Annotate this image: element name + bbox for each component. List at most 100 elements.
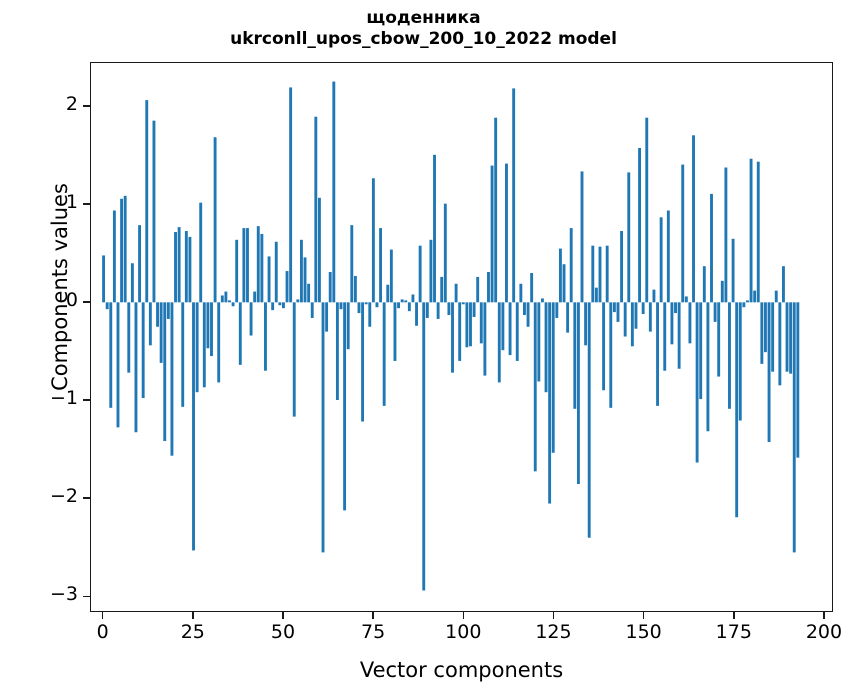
bar <box>105 302 109 310</box>
bar <box>540 298 544 303</box>
chart-title-line1: щоденника <box>366 8 481 28</box>
bar <box>389 249 393 303</box>
x-tick-mark <box>823 612 825 619</box>
bar <box>213 137 217 303</box>
bar <box>594 287 598 303</box>
bar <box>476 276 480 303</box>
bar <box>706 302 710 432</box>
bar <box>717 302 721 377</box>
bar <box>292 302 296 417</box>
y-axis-label: Components values <box>48 183 72 391</box>
bar <box>767 302 771 443</box>
plot-axes <box>90 62 833 612</box>
y-tick-label: 0 <box>65 289 78 312</box>
bar <box>156 302 159 327</box>
bar <box>386 284 390 303</box>
bar <box>148 302 152 346</box>
bar <box>202 302 206 388</box>
x-tick-label: 25 <box>180 621 205 643</box>
bar <box>138 225 142 303</box>
bar <box>278 302 282 306</box>
bar <box>170 302 174 456</box>
x-axis-label: Vector components <box>359 658 564 682</box>
bar <box>188 236 192 303</box>
x-tick-label: 100 <box>445 621 482 643</box>
bar <box>749 158 753 303</box>
y-tick-mark <box>83 301 90 303</box>
bar-series <box>102 81 800 591</box>
bar <box>490 165 494 303</box>
chart-title: щоденника ukrconll_upos_cbow_200_10_2022… <box>0 8 847 50</box>
bar <box>181 302 185 407</box>
bar <box>533 302 537 472</box>
bar <box>141 302 145 399</box>
bar <box>192 302 195 551</box>
bar <box>116 302 120 428</box>
bar <box>346 302 350 350</box>
bar <box>469 302 472 347</box>
bar <box>789 302 793 374</box>
bar <box>598 246 602 303</box>
bar <box>465 302 469 348</box>
bar <box>573 302 577 409</box>
y-tick-mark <box>83 203 90 205</box>
bar <box>256 226 260 303</box>
bar <box>210 302 213 357</box>
bar <box>224 291 228 303</box>
x-tick-label: 75 <box>361 621 386 643</box>
bar <box>350 225 354 303</box>
bar <box>177 227 181 303</box>
bar <box>357 302 361 314</box>
bar <box>785 302 789 372</box>
bar <box>184 231 188 303</box>
bar <box>458 302 462 361</box>
bar <box>112 210 116 303</box>
bar <box>163 302 167 442</box>
bar <box>659 217 663 303</box>
bar <box>648 302 652 332</box>
bar <box>195 302 199 393</box>
bar <box>699 302 703 400</box>
bar <box>440 276 444 303</box>
y-tick-mark <box>83 399 90 402</box>
bar <box>307 283 311 303</box>
x-tick-label: 200 <box>805 621 843 643</box>
bar <box>120 198 124 303</box>
bar <box>166 302 170 319</box>
x-tick-mark <box>191 612 194 619</box>
bar <box>710 193 713 303</box>
bar <box>666 210 670 303</box>
bar <box>688 302 692 344</box>
bar <box>152 120 156 303</box>
x-tick-label: 125 <box>535 621 572 643</box>
bar <box>735 302 739 518</box>
bar <box>548 302 552 504</box>
bar <box>505 163 508 303</box>
bar <box>753 290 757 303</box>
bar <box>487 272 490 303</box>
bar <box>303 257 307 303</box>
bar <box>127 302 131 373</box>
y-tick-mark <box>83 105 90 107</box>
bar <box>724 167 728 303</box>
bar <box>684 296 688 303</box>
bar <box>260 233 264 303</box>
bar <box>217 302 221 383</box>
bar <box>418 245 422 303</box>
bar <box>537 302 541 382</box>
bar <box>134 302 138 433</box>
bar <box>692 135 695 303</box>
bar <box>612 302 616 313</box>
bar <box>623 302 627 337</box>
bar <box>738 302 742 421</box>
bar <box>415 302 418 326</box>
bar <box>501 302 505 351</box>
bar <box>454 283 458 303</box>
bar <box>393 302 397 361</box>
bar <box>523 302 526 316</box>
bar <box>332 81 336 303</box>
bar <box>742 302 746 308</box>
bar <box>328 272 332 303</box>
bar <box>422 302 426 591</box>
